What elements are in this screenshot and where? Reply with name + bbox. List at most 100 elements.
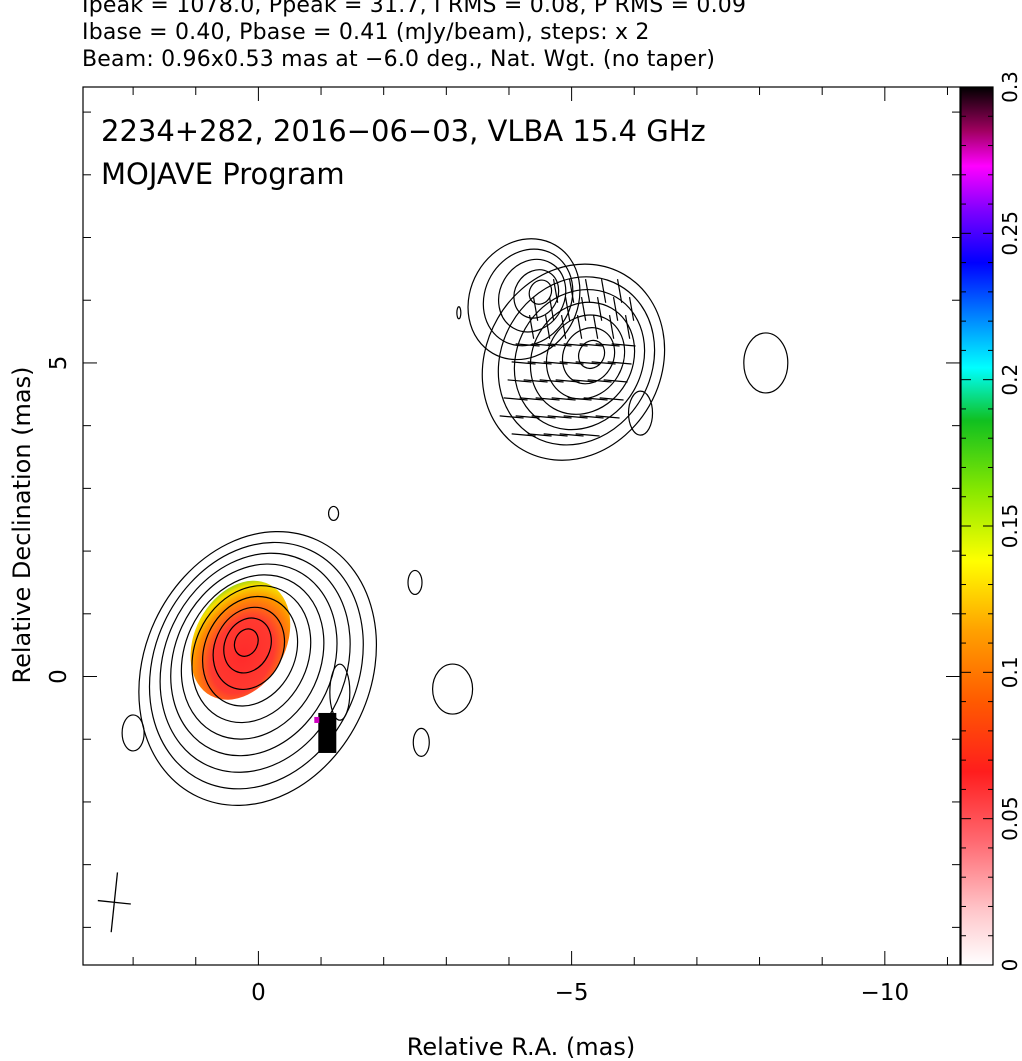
contour-blob-6: [327, 505, 340, 522]
evpa-tick: [607, 361, 632, 365]
evpa-tick: [595, 343, 620, 347]
evpa-tick: [503, 397, 528, 401]
evpa-tick: [576, 315, 583, 339]
contour-core-5: [180, 574, 325, 740]
evpa-tick: [563, 343, 588, 347]
evpa-tick: [527, 361, 552, 365]
evpa-tick: [555, 379, 580, 383]
colorbar-tick-label: 0.05: [998, 796, 1022, 841]
colorbar-tick-label: 0.3: [998, 71, 1022, 103]
evpa-tick: [543, 433, 568, 437]
evpa-tick: [595, 415, 620, 419]
colorbar-tick-label: 0: [998, 959, 1022, 972]
evpa-tick: [543, 361, 568, 365]
x-tick-label: −5: [555, 980, 589, 1006]
evpa-tick: [592, 315, 599, 339]
evpa-tick: [579, 343, 604, 347]
evpa-tick: [584, 279, 591, 303]
evpa-tick: [564, 297, 571, 321]
evpa-tick: [535, 397, 560, 401]
evpa-tick: [599, 397, 624, 401]
contour-jet-knot-north-4: [467, 238, 581, 361]
y-axis: 05: [46, 111, 960, 928]
evpa-tick: [551, 397, 576, 401]
contour-core-8: [148, 541, 364, 790]
evpa-tick: [511, 433, 536, 437]
contour-blob-3: [412, 727, 430, 757]
evpa-tick: [515, 343, 540, 347]
stats-line-peak: Ipeak = 1078.0, Ppeak = 31.7, I RMS = 0.…: [82, 0, 747, 18]
x-tick-label: −10: [861, 980, 910, 1006]
evpa-tick: [547, 415, 572, 419]
plot-title: 2234+282, 2016−06−03, VLBA 15.4 GHz: [101, 114, 706, 148]
contour-blob-5: [627, 390, 654, 436]
plot-frame: [82, 86, 961, 966]
colorbar-axis: 0 0.05 0.1 0.15 0.2 0.25 0.3: [961, 71, 1022, 971]
evpa-tick: [603, 379, 628, 383]
contour-blob-0: [121, 714, 145, 752]
contour-core-4: [191, 585, 312, 724]
contour-blob-1: [743, 332, 789, 394]
evpa-tick: [539, 379, 564, 383]
evpa-tick: [559, 361, 584, 365]
evpa-tick: [600, 279, 607, 303]
contour-blob-4: [329, 663, 351, 721]
contour-jet-knot-0: [577, 339, 606, 370]
evpa-tick: [628, 297, 635, 321]
evpa-tick: [579, 415, 604, 419]
y-tick-label: 0: [46, 669, 72, 684]
stats-line-beam: Beam: 0.96x0.53 mas at −6.0 deg., Nat. W…: [82, 47, 716, 72]
evpa-tick: [531, 343, 556, 347]
contour-core-7: [159, 552, 351, 773]
evpa-tick: [499, 415, 524, 419]
beam-minor-axis: [97, 899, 131, 905]
x-axis: 0 −5 −10: [132, 87, 948, 1006]
evpa-tick: [611, 343, 636, 347]
evpa-tick: [544, 315, 551, 339]
color-pixel-edge-4: [314, 716, 320, 723]
contour-core-0: [233, 628, 259, 657]
contour-core-9: [138, 531, 378, 807]
evpa-tick: [507, 379, 532, 383]
evpa-tick: [575, 433, 600, 437]
evpa-tick: [571, 379, 596, 383]
contour-jet-knot-4: [513, 288, 646, 431]
contour-jet-knot-1: [561, 327, 616, 385]
evpa-tick: [591, 361, 616, 365]
colorbar-tick-label: 0.15: [998, 504, 1022, 549]
evpa-tick: [548, 297, 555, 321]
contour-blob-8: [456, 306, 462, 320]
contour-jet-knot-3: [529, 301, 636, 415]
y-tick-label: 5: [46, 356, 72, 371]
contour-core-6: [170, 563, 338, 757]
contour-jet-knot-north-3: [482, 248, 574, 347]
evpa-tick: [580, 297, 587, 321]
evpa-tick: [528, 315, 535, 339]
contour-core-2: [212, 606, 286, 691]
evpa-tick: [616, 279, 623, 303]
x-tick-label: 0: [251, 980, 266, 1006]
contour-core-3: [201, 595, 299, 707]
contour-blob-7: [407, 569, 423, 596]
contour-jet-knot-6: [481, 263, 666, 461]
contour-jet-knot-north-2: [498, 258, 567, 333]
evpa-tick: [583, 397, 608, 401]
evpa-tick: [560, 315, 567, 339]
contour-jet-knot-2: [545, 314, 626, 400]
plot-subtitle: MOJAVE Program: [101, 157, 345, 191]
evpa-tick: [547, 343, 572, 347]
x-axis-label: Relative R.A. (mas): [407, 1033, 635, 1061]
evpa-tick: [568, 279, 575, 303]
contour-jet-knot-north-1: [513, 269, 560, 319]
evpa-tick: [531, 415, 556, 419]
evpa-tick: [532, 297, 539, 321]
polarization-region: [190, 580, 291, 700]
evpa-tick: [587, 379, 612, 383]
map-content: [97, 238, 789, 933]
evpa-tick: [523, 379, 548, 383]
contour-jet-knot-5: [497, 276, 656, 446]
evpa-tick: [612, 297, 619, 321]
colorbar-tick-label: 0.25: [998, 211, 1022, 256]
evpa-tick: [552, 279, 559, 303]
